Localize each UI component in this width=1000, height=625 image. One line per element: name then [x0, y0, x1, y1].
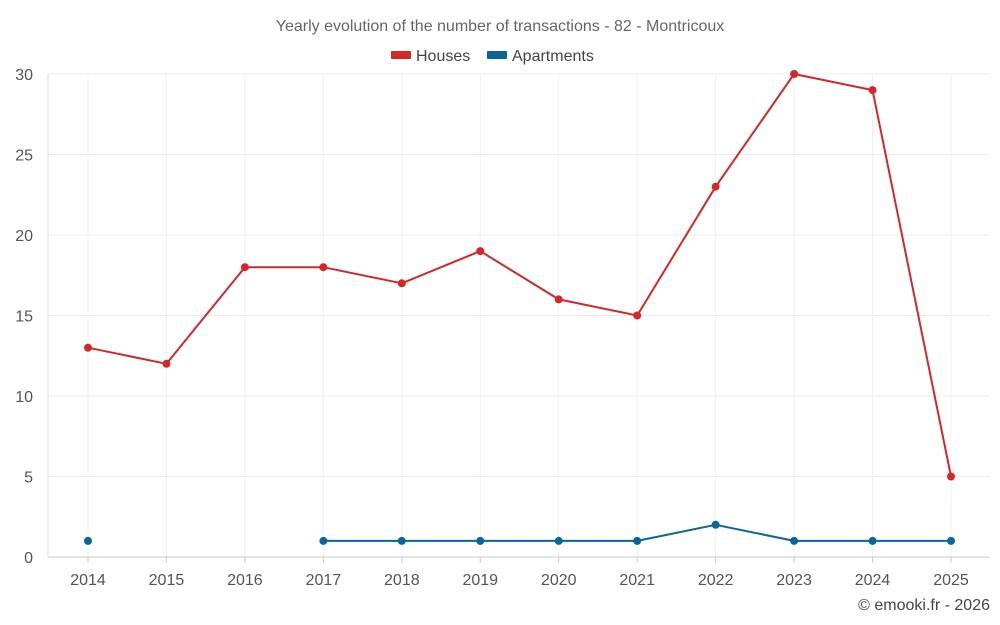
x-tick-label: 2023: [776, 572, 812, 589]
x-tick-label: 2017: [306, 572, 342, 589]
data-point-houses[interactable]: [476, 247, 485, 256]
legend-label-apartments: Apartments: [512, 48, 594, 65]
data-point-houses[interactable]: [319, 263, 328, 272]
data-point-houses[interactable]: [554, 295, 563, 304]
chart-title: Yearly evolution of the number of transa…: [276, 18, 725, 35]
data-point-apartments[interactable]: [476, 536, 485, 545]
y-tick-label: 30: [15, 67, 33, 84]
legend-item-apartments[interactable]: Apartments: [487, 48, 594, 65]
x-tick-label: 2014: [70, 572, 106, 589]
x-tick-label: 2021: [619, 572, 655, 589]
data-point-apartments[interactable]: [711, 520, 720, 529]
x-tick-label: 2024: [855, 572, 891, 589]
data-point-houses[interactable]: [868, 86, 877, 95]
data-point-apartments[interactable]: [633, 536, 642, 545]
legend-item-houses[interactable]: Houses: [391, 48, 470, 65]
data-point-apartments[interactable]: [868, 536, 877, 545]
x-tick-label: 2019: [462, 572, 498, 589]
x-tick-label: 2015: [149, 572, 185, 589]
y-tick-label: 0: [24, 550, 33, 567]
credit: © emooki.fr - 2026: [858, 597, 990, 614]
x-tick-label: 2016: [227, 572, 263, 589]
legend-swatch-apartments: [487, 51, 507, 59]
x-tick-label: 2018: [384, 572, 420, 589]
y-tick-label: 20: [15, 228, 33, 245]
x-tick-label: 2022: [698, 572, 734, 589]
data-point-houses[interactable]: [240, 263, 249, 272]
y-tick-label: 10: [15, 389, 33, 406]
x-tick-label: 2025: [933, 572, 969, 589]
data-point-houses[interactable]: [633, 311, 642, 320]
legend: Houses Apartments: [391, 48, 594, 65]
data-point-apartments[interactable]: [790, 536, 799, 545]
data-point-houses[interactable]: [947, 472, 955, 481]
y-tick-label: 15: [15, 309, 33, 326]
data-point-houses[interactable]: [711, 182, 720, 191]
y-tick-label: 5: [24, 470, 33, 487]
data-point-houses[interactable]: [790, 70, 799, 78]
x-tick-label: 2020: [541, 572, 577, 589]
data-point-houses[interactable]: [162, 359, 171, 368]
data-point-apartments[interactable]: [947, 536, 955, 545]
legend-label-houses: Houses: [416, 48, 470, 65]
series-line-houses: [87, 73, 952, 477]
data-point-apartments[interactable]: [84, 536, 92, 545]
data-point-houses[interactable]: [84, 343, 92, 352]
data-point-apartments[interactable]: [554, 536, 563, 545]
data-point-houses[interactable]: [397, 279, 406, 288]
grid: [48, 73, 990, 557]
series-layer: [84, 70, 955, 545]
data-point-apartments[interactable]: [319, 536, 328, 545]
y-tick-label: 25: [15, 148, 33, 165]
data-point-apartments[interactable]: [397, 536, 406, 545]
legend-swatch-houses: [391, 51, 411, 59]
